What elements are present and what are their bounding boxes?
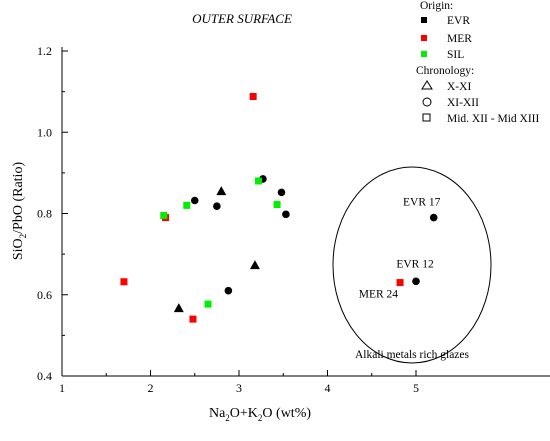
y-tick-label: 0.6 xyxy=(37,288,52,302)
data-point-sil-square xyxy=(204,300,212,308)
data-point-evr-circle xyxy=(429,213,438,222)
data-point-mer-square xyxy=(189,315,197,323)
data-point-evr-triangle xyxy=(173,303,184,313)
x-tick-label: 4 xyxy=(325,381,331,395)
legend-origin-title: Origin: xyxy=(420,0,453,12)
data-point-evr-circle xyxy=(412,277,420,286)
data-point-sil-square xyxy=(183,201,191,209)
x-tick-label: 3 xyxy=(236,381,242,395)
data-point-evr-triangle xyxy=(216,186,227,196)
legend-circle-icon xyxy=(422,97,432,107)
point-labels: EVR 17 EVR 12 MER 24 xyxy=(359,197,441,301)
legend: Origin: EVR MER SIL Chronology: X-XI XI-… xyxy=(416,0,539,125)
y-tick-label: 1.2 xyxy=(37,44,52,58)
axis-ticks: 1 2 3 4 5 0.4 0.6 0.8 1.0 1.2 xyxy=(37,44,419,395)
x-tick-label: 2 xyxy=(148,381,154,395)
chart-title: OUTER SURFACE xyxy=(192,11,292,26)
data-point-evr-circle xyxy=(277,188,286,197)
y-tick-label: 1.0 xyxy=(37,125,52,139)
legend-swatch-sil xyxy=(421,51,427,57)
data-point-sil-square xyxy=(160,212,168,220)
data-point-evr-triangle xyxy=(249,260,260,270)
data-point-evr-circle xyxy=(224,286,233,295)
data-point-mer-square xyxy=(396,279,404,287)
legend-chronology-title: Chronology: xyxy=(416,65,474,77)
data-point-evr-circle xyxy=(282,210,290,219)
legend-item-xi-xii: XI-XII xyxy=(447,97,479,109)
data-point-sil-square xyxy=(254,177,262,185)
data-points xyxy=(120,93,438,323)
legend-item-x-xi: X-XI xyxy=(447,81,471,93)
legend-item-sil: SIL xyxy=(447,49,464,61)
x-axis-label: Na2O+K2O (wt%) xyxy=(209,406,311,423)
plot-frame xyxy=(61,47,550,377)
point-label: MER 24 xyxy=(359,289,399,301)
x-tick-label: 5 xyxy=(413,381,419,395)
legend-item-mer: MER xyxy=(447,33,472,45)
legend-item-evr: EVR xyxy=(447,15,470,27)
point-label: EVR 17 xyxy=(403,197,441,209)
data-point-sil-square xyxy=(273,201,281,209)
annotation-alkali-glazes: Alkali metals rich glazes xyxy=(355,349,470,361)
data-point-mer-square xyxy=(120,278,128,286)
x-tick-label: 1 xyxy=(59,381,65,395)
alkali-glazes-ellipse xyxy=(332,166,492,364)
legend-triangle-icon xyxy=(421,80,433,90)
legend-item-mid-xii-xiii: Mid. XII - Mid XIII xyxy=(447,113,539,125)
data-point-evr-circle xyxy=(213,202,221,210)
y-axis-label: SiO2/PbO (Ratio) xyxy=(11,162,28,261)
y-tick-label: 0.4 xyxy=(37,369,52,383)
data-point-evr-circle xyxy=(190,196,199,205)
legend-square-icon xyxy=(422,113,431,122)
legend-swatch-evr xyxy=(421,17,427,23)
y-tick-label: 0.8 xyxy=(37,207,52,221)
legend-swatch-mer xyxy=(421,35,427,41)
data-point-mer-square xyxy=(249,93,257,100)
point-label: EVR 12 xyxy=(396,258,434,270)
